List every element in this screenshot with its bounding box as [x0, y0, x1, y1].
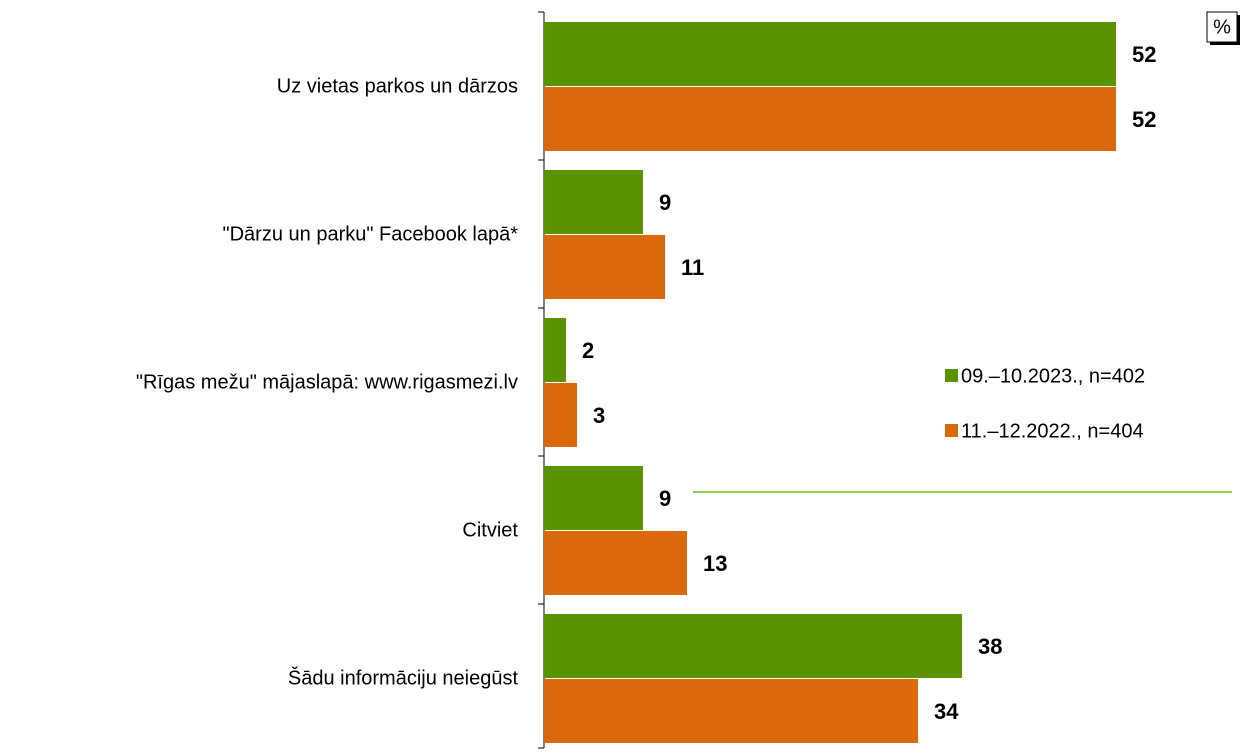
- legend-swatch: [945, 369, 958, 382]
- bar: [544, 170, 643, 234]
- value-label: 9: [659, 486, 671, 511]
- legend-label: 09.–10.2023., n=402: [961, 365, 1145, 387]
- bar: [544, 466, 643, 530]
- bar: [544, 235, 665, 299]
- value-label: 2: [582, 338, 594, 363]
- bar: [544, 22, 1116, 86]
- value-label: 3: [593, 403, 605, 428]
- legend-label: 11.–12.2022., n=404: [961, 420, 1144, 442]
- value-label: 34: [934, 699, 959, 724]
- legend-swatch: [945, 424, 958, 437]
- bar: [544, 679, 918, 743]
- bar: [544, 614, 962, 678]
- unit-label: %: [1213, 16, 1231, 38]
- value-label: 52: [1132, 42, 1156, 67]
- bar: [544, 383, 577, 447]
- bar: [544, 87, 1116, 151]
- category-label: Šādu informāciju neiegūst: [288, 666, 519, 689]
- value-label: 38: [978, 634, 1002, 659]
- category-label: "Rīgas mežu" mājaslapā: www.rigasmezi.lv: [136, 371, 518, 393]
- category-label: "Dārzu un parku" Facebook lapā*: [223, 223, 519, 245]
- value-label: 52: [1132, 107, 1156, 132]
- value-label: 11: [681, 255, 704, 280]
- value-label: 9: [659, 190, 671, 215]
- value-label: 13: [703, 551, 727, 576]
- bar: [544, 318, 566, 382]
- category-label: Citviet: [462, 519, 518, 541]
- category-label: Uz vietas parkos un dārzos: [277, 75, 518, 97]
- unit-box: [1206, 11, 1238, 43]
- bar: [544, 531, 687, 595]
